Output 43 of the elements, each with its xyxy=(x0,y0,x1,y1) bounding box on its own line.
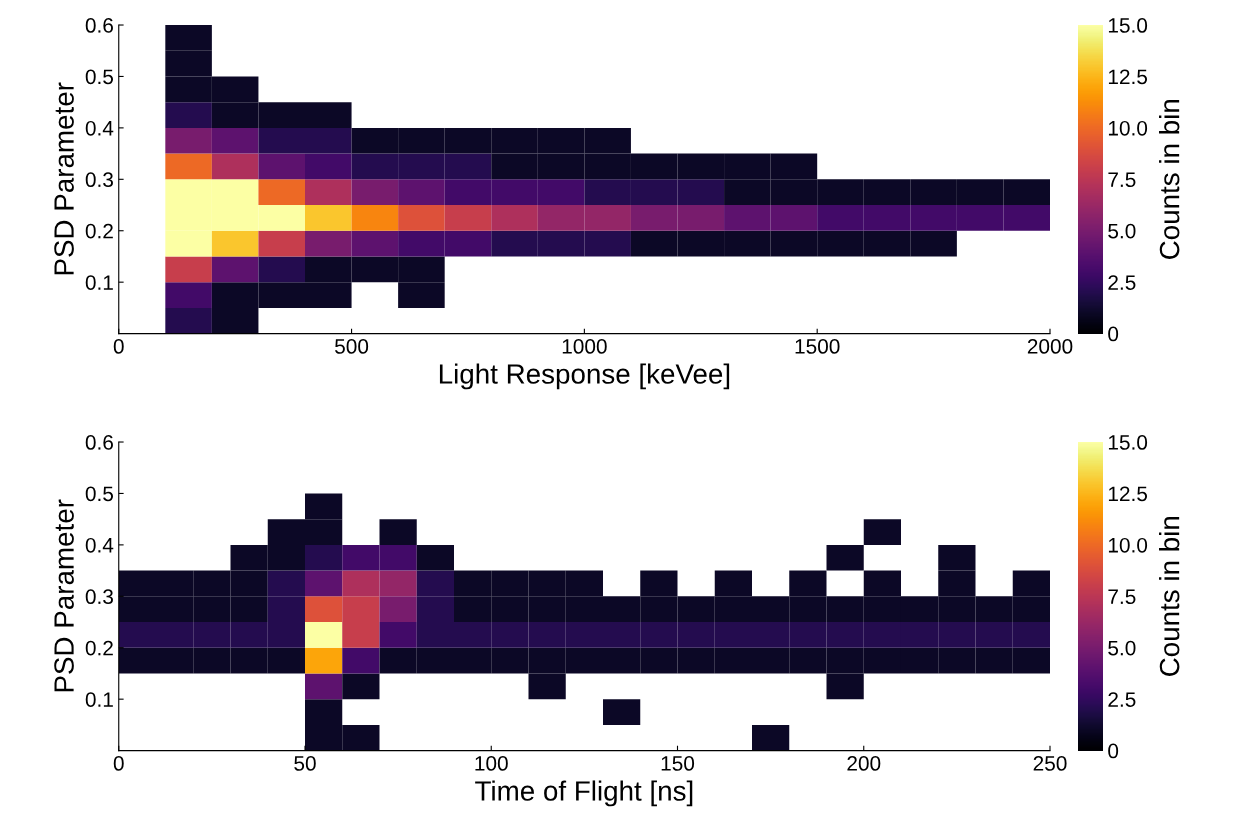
x-tick-label: 250 xyxy=(1033,756,1067,771)
color-bar-label: 5.0 xyxy=(1108,223,1136,239)
x-tick-label: 0 xyxy=(113,756,124,771)
y-axis-title: PSD Parameter xyxy=(54,499,74,692)
y-tick-label: 0.2 xyxy=(85,223,113,239)
x-tick-label: 150 xyxy=(661,756,695,771)
color-bar-title: Counts in bin xyxy=(1159,517,1180,676)
color-bar-label: 10.0 xyxy=(1108,120,1148,136)
y-tick-label: 0.1 xyxy=(85,275,113,290)
color-bar-label: 12.5 xyxy=(1108,486,1148,502)
y-tick-label: 0.3 xyxy=(85,172,113,188)
x-tick-label: 1000 xyxy=(562,339,607,354)
y-tick-label: 0.5 xyxy=(85,486,114,502)
x-tick-label: 1500 xyxy=(795,339,840,354)
x-tick-label: 100 xyxy=(475,756,508,771)
x-axis-title: Light Response [keVee] xyxy=(439,363,730,390)
y-tick-label: 0.1 xyxy=(85,692,113,707)
color-bar-label: 7.5 xyxy=(1108,172,1136,188)
x-tick-label: 50 xyxy=(294,756,316,771)
y-tick-label: 0.6 xyxy=(85,435,113,450)
color-bar-label: 15.0 xyxy=(1108,435,1148,450)
color-bar-label: 15.0 xyxy=(1108,18,1148,33)
color-bar-label: 10.0 xyxy=(1108,537,1148,553)
color-bar-label: 7.5 xyxy=(1108,589,1136,605)
y-axis-title: PSD Parameter xyxy=(54,82,74,275)
y-tick-label: 0.5 xyxy=(85,69,114,85)
color-bar-label: 0 xyxy=(1108,743,1119,759)
y-tick-label: 0.6 xyxy=(85,18,113,33)
x-tick-label: 2000 xyxy=(1027,339,1073,354)
y-tick-label: 0.4 xyxy=(85,120,114,136)
color-bar-label: 2.5 xyxy=(1108,692,1136,707)
y-tick-label: 0.4 xyxy=(85,537,114,553)
color-bar-label: 5.0 xyxy=(1108,640,1136,656)
x-tick-label: 200 xyxy=(847,756,881,771)
x-tick-label: 0 xyxy=(113,339,124,354)
x-tick-label: 500 xyxy=(335,339,369,354)
x-axis-title: Time of Flight [ns] xyxy=(475,780,693,807)
color-bar-label: 2.5 xyxy=(1108,275,1136,290)
y-tick-label: 0.2 xyxy=(85,640,113,656)
color-bar-label: 0 xyxy=(1108,326,1119,342)
color-bar-title: Counts in bin xyxy=(1159,100,1180,259)
y-tick-label: 0.3 xyxy=(85,589,113,605)
color-bar-label: 12.5 xyxy=(1108,69,1148,85)
